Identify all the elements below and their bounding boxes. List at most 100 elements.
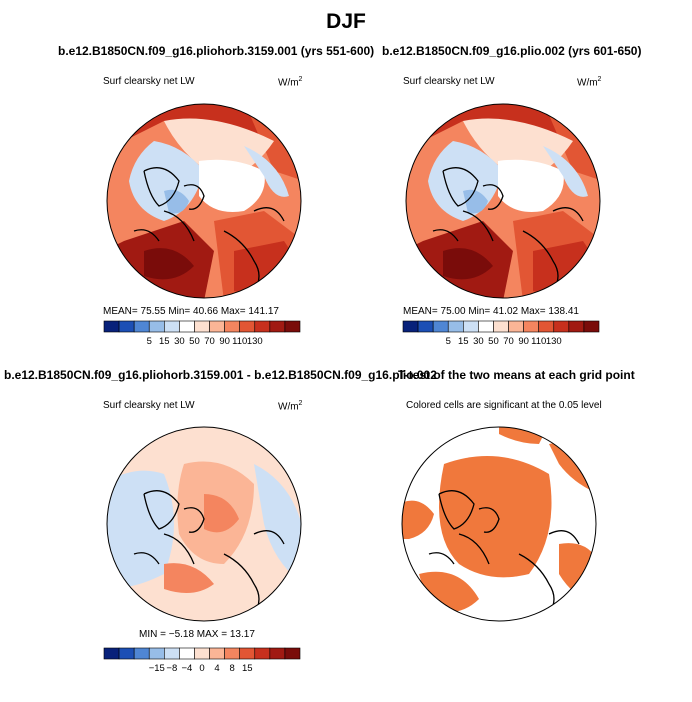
panel1-variable-label: Surf clearsky net LW xyxy=(103,76,195,87)
panel1-units: W/m2 xyxy=(278,76,303,89)
panel2-title: b.e12.B1850CN.f09_g16.plio.002 (yrs 601-… xyxy=(382,44,642,58)
map-boundary xyxy=(401,426,597,622)
panel2-colorbar-swatch xyxy=(508,320,524,333)
panel3-colorbar-swatch xyxy=(118,647,135,660)
panel3-colorbar-swatch xyxy=(194,647,210,660)
panel2-colorbar-tick-label: 90 xyxy=(518,336,529,347)
region-significant-west xyxy=(402,500,434,539)
panel3-title: b.e12.B1850CN.f09_g16.pliohorb.3159.001 … xyxy=(4,368,437,382)
panel1-colorbar-tick-label: 15 xyxy=(159,336,170,347)
panel3-colorbar-swatch xyxy=(254,647,271,660)
coastline xyxy=(432,167,584,292)
region-eurasia-warm xyxy=(234,241,301,298)
region-north-atlantic-max xyxy=(443,248,493,280)
panel1-colorbar-swatch xyxy=(254,320,271,333)
panel3-polar-map xyxy=(106,426,302,622)
panel2-polar-map xyxy=(405,103,601,299)
panel3-colorbar-swatch xyxy=(224,647,240,660)
region-east-negative xyxy=(254,464,301,584)
panel1-colorbar-swatch xyxy=(269,320,286,333)
panel2-colorbar-swatch xyxy=(402,320,419,333)
panel2-colorbar-tick-label: 15 xyxy=(458,336,469,347)
panel4-title: T-test of the two means at each grid poi… xyxy=(398,368,635,382)
panel3-colorbar-swatch xyxy=(133,647,150,660)
panel1-colorbar-tick-label: 50 xyxy=(189,336,200,347)
panel1-colorbar-swatch xyxy=(103,320,120,333)
panel2-stats: MEAN= 75.00 Min= 41.02 Max= 138.41 xyxy=(403,306,579,317)
region-siberia xyxy=(244,146,289,197)
panel3-colorbar-swatch xyxy=(164,647,180,660)
panel2-colorbar-swatch xyxy=(553,320,570,333)
panel1-stats: MEAN= 75.55 Min= 40.66 Max= 141.17 xyxy=(103,306,279,317)
region-atlantic-positive xyxy=(164,563,214,593)
panel3-colorbar-tick-label: 4 xyxy=(214,663,219,674)
panel1-colorbar-tick-label: 30 xyxy=(174,336,185,347)
panel2-colorbar: 5 15 30 50 70 90 110 130 xyxy=(402,320,600,347)
region-central-arctic xyxy=(498,159,564,212)
figure-title: DJF xyxy=(326,10,366,33)
panel3-colorbar: −15 −8 −4 0 4 8 15 xyxy=(103,647,301,674)
panel2-colorbar-swatch xyxy=(493,320,509,333)
panel2-colorbar-swatch xyxy=(568,320,585,333)
region-arctic-max xyxy=(204,494,239,533)
map-boundary xyxy=(405,103,601,299)
coastline xyxy=(133,167,285,292)
coastline xyxy=(133,490,285,615)
panel3-colorbar-swatch xyxy=(284,647,301,660)
panel3-colorbar-tick-label: 0 xyxy=(199,663,204,674)
panel1-colorbar-swatch xyxy=(194,320,210,333)
panel2-colorbar-swatch xyxy=(447,320,464,333)
panel3-colorbar-swatch xyxy=(103,647,120,660)
panel2-units: W/m2 xyxy=(577,76,602,89)
panel2-colorbar-tick-label: 50 xyxy=(488,336,499,347)
panel2-colorbar-swatch xyxy=(538,320,555,333)
region-greenland xyxy=(164,189,189,214)
panel1-colorbar-tick-label: 110 xyxy=(232,336,247,347)
panel2-colorbar-swatch xyxy=(523,320,539,333)
panel2-colorbar-swatch xyxy=(432,320,449,333)
panel2-colorbar-tick-label: 110 xyxy=(531,336,546,347)
region-greenland xyxy=(463,189,488,214)
panel1-colorbar-swatch xyxy=(118,320,135,333)
panel3-colorbar-swatch xyxy=(148,647,165,660)
panel4-polar-map xyxy=(401,426,597,622)
panel2-colorbar-tick-label: 130 xyxy=(546,336,562,347)
region-eurasia-warm xyxy=(533,241,600,298)
panel3-units: W/m2 xyxy=(278,400,303,413)
panel3-colorbar-tick-label: −8 xyxy=(166,663,177,674)
panel1-colorbar-swatch xyxy=(209,320,225,333)
panel3-colorbar-tick-label: 8 xyxy=(230,663,235,674)
region-significant-arctic xyxy=(439,456,552,578)
map-boundary xyxy=(106,103,302,299)
panel3-colorbar-swatch xyxy=(269,647,286,660)
region-north-atlantic-max xyxy=(144,248,194,280)
panel2-colorbar-tick-label: 70 xyxy=(503,336,514,347)
panel3-variable-label: Surf clearsky net LW xyxy=(103,400,195,411)
panel1-colorbar-swatch xyxy=(239,320,256,333)
panel2-colorbar-swatch xyxy=(478,320,494,333)
panel1-colorbar-tick-label: 130 xyxy=(247,336,263,347)
panel3-colorbar-tick-label: 15 xyxy=(242,663,253,674)
panel2-variable-label: Surf clearsky net LW xyxy=(403,76,495,87)
panel1-colorbar-swatch xyxy=(133,320,150,333)
coastline xyxy=(428,490,580,615)
panel1-colorbar-tick-label: 5 xyxy=(147,336,152,347)
panel3-colorbar-tick-label: −4 xyxy=(182,663,193,674)
region-central-arctic xyxy=(199,159,265,212)
region-siberia xyxy=(543,146,588,197)
panel2-colorbar-swatch xyxy=(463,320,479,333)
panel1-colorbar: 5 15 30 50 70 90 110 130 xyxy=(103,320,301,347)
panel1-colorbar-tick-label: 90 xyxy=(219,336,230,347)
map-boundary xyxy=(106,426,302,622)
panel1-colorbar-swatch xyxy=(148,320,165,333)
panel2-colorbar-tick-label: 5 xyxy=(446,336,451,347)
panel2-colorbar-swatch xyxy=(583,320,600,333)
panel1-colorbar-swatch xyxy=(164,320,180,333)
panel3-colorbar-tick-label: −15 xyxy=(149,663,165,674)
panel3-colorbar-swatch xyxy=(179,647,195,660)
panel2-colorbar-swatch xyxy=(417,320,434,333)
panel1-title: b.e12.B1850CN.f09_g16.pliohorb.3159.001 … xyxy=(58,44,375,58)
panel1-colorbar-swatch xyxy=(224,320,240,333)
panel3-colorbar-swatch xyxy=(239,647,256,660)
region-west-negative xyxy=(107,470,174,588)
